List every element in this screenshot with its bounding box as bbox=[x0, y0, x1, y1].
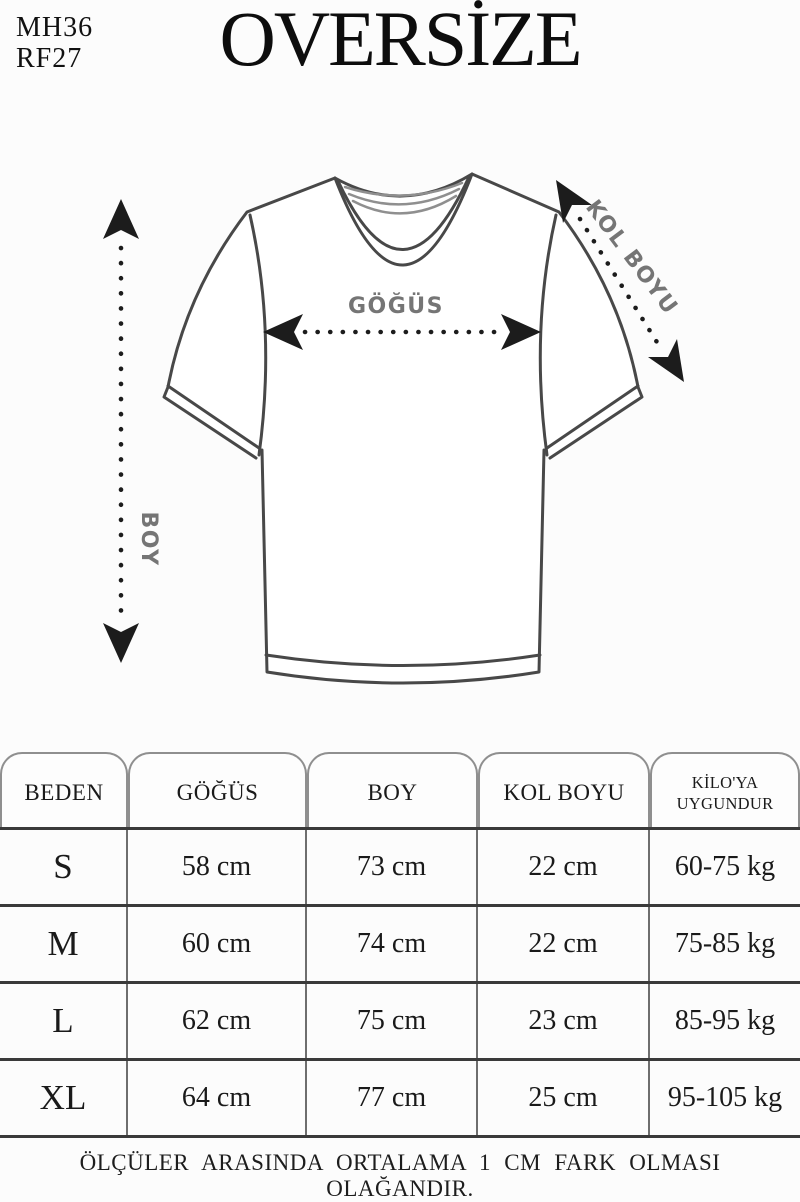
column-header-boy: BOY bbox=[307, 752, 478, 827]
tshirt-measurement-diagram: BOY GÖĞÜS KOL BOYU bbox=[0, 120, 800, 740]
cell-weight: 85-95 kg bbox=[674, 1005, 776, 1036]
cell-length: 77 cm bbox=[307, 1061, 478, 1135]
cell-sleeve: 22 cm bbox=[478, 830, 650, 904]
sleeve-arrow bbox=[556, 180, 684, 382]
cell-weight: 95-105 kg bbox=[667, 1082, 783, 1113]
page-title: OVERSİZE bbox=[219, 0, 583, 82]
size-table-header: BEDEN GÖĞÜS BOY KOL BOYU KİLO'YA UYGUNDU… bbox=[0, 752, 800, 830]
length-arrow bbox=[103, 199, 139, 663]
column-header-kol-boyu: KOL BOYU bbox=[478, 752, 650, 827]
arrowhead-right-icon bbox=[501, 314, 541, 350]
footer-note: ÖLÇÜLER ARASINDA ORTALAMA 1 CM FARK OLMA… bbox=[79, 1150, 721, 1201]
column-header-kilo: KİLO'YA UYGUNDUR bbox=[650, 752, 800, 827]
cell-sleeve: 25 cm bbox=[478, 1061, 650, 1135]
cell-weight: 75-85 kg bbox=[674, 928, 776, 959]
tshirt-silhouette bbox=[164, 174, 642, 683]
cell-sleeve: 22 cm bbox=[478, 907, 650, 981]
cell-length: 75 cm bbox=[307, 984, 478, 1058]
table-row-m: M 60 cm 74 cm 22 cm 75-85 kg bbox=[0, 907, 800, 984]
cell-length: 74 cm bbox=[307, 907, 478, 981]
cell-chest: 58 cm bbox=[128, 830, 307, 904]
product-code-2: RF27 bbox=[16, 43, 83, 75]
cell-size: M bbox=[0, 907, 128, 981]
table-row-xl: XL 64 cm 77 cm 25 cm 95-105 kg bbox=[0, 1061, 800, 1138]
chest-label: GÖĞÜS bbox=[348, 293, 444, 319]
product-code-1: MH36 bbox=[16, 12, 94, 43]
collar bbox=[333, 172, 474, 267]
cell-length: 73 cm bbox=[307, 830, 478, 904]
arrowhead-upleft-icon bbox=[556, 180, 592, 223]
cell-chest: 62 cm bbox=[128, 984, 307, 1058]
arrowhead-left-icon bbox=[263, 314, 303, 350]
table-row-l: L 62 cm 75 cm 23 cm 85-95 kg bbox=[0, 984, 800, 1061]
cell-chest: 60 cm bbox=[128, 907, 307, 981]
arrowhead-downright-icon bbox=[648, 339, 684, 382]
chest-arrow bbox=[263, 314, 541, 350]
cell-size: L bbox=[0, 984, 128, 1058]
table-row-s: S 58 cm 73 cm 22 cm 60-75 kg bbox=[0, 830, 800, 907]
column-header-beden: BEDEN bbox=[0, 752, 128, 827]
size-table: BEDEN GÖĞÜS BOY KOL BOYU KİLO'YA UYGUNDU… bbox=[0, 752, 800, 1138]
product-codes: MH36 RF27 bbox=[16, 12, 93, 75]
cell-weight: 60-75 kg bbox=[674, 851, 776, 882]
cell-sleeve: 23 cm bbox=[478, 984, 650, 1058]
length-label: BOY bbox=[136, 511, 161, 566]
cell-chest: 64 cm bbox=[128, 1061, 307, 1135]
arrowhead-down-icon bbox=[103, 623, 139, 663]
column-header-gogus: GÖĞÜS bbox=[128, 752, 307, 827]
cell-size: S bbox=[0, 830, 128, 904]
arrowhead-up-icon bbox=[103, 199, 139, 239]
cell-size: XL bbox=[0, 1061, 128, 1135]
